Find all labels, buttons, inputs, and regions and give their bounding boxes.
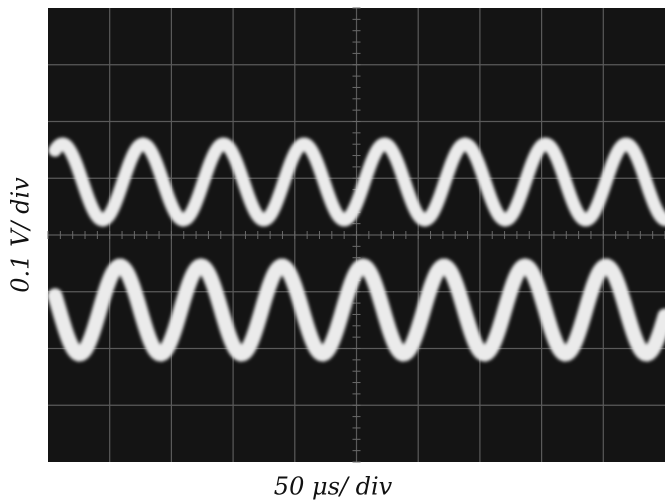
x-axis-label: 50 μs/ div — [274, 473, 393, 501]
y-axis-label: 0.1 V/ div — [7, 177, 35, 293]
oscilloscope-photo: 0.1 V/ div 50 μs/ div — [0, 0, 665, 504]
